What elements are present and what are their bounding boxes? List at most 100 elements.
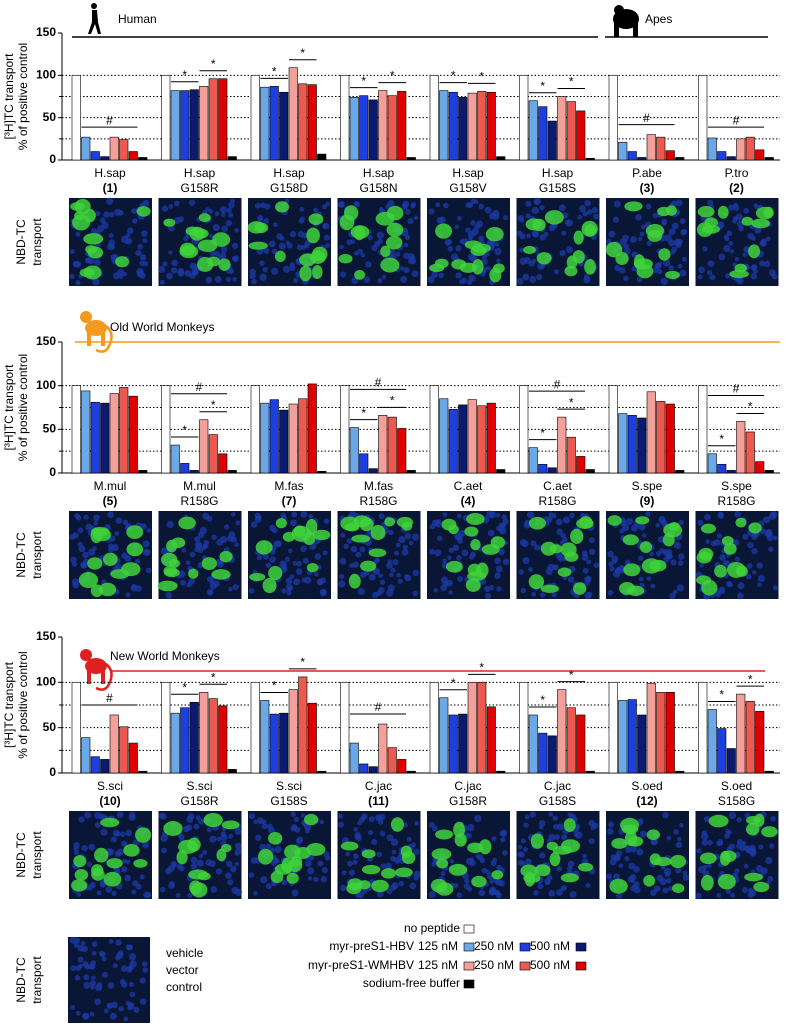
nucleus [581, 550, 588, 557]
microscopy-image [605, 198, 689, 286]
microscopy-image [69, 197, 152, 286]
bar [109, 714, 119, 774]
nucleus [436, 519, 441, 524]
cell [168, 559, 180, 568]
cell [451, 259, 467, 270]
nucleus [548, 833, 556, 841]
cell [299, 265, 312, 282]
nucleus [719, 554, 726, 561]
cell [647, 229, 663, 242]
nucleus [142, 967, 149, 973]
cell [359, 517, 374, 532]
x-tick-sublabel: (9) [640, 494, 655, 508]
nucleus [403, 242, 409, 248]
nucleus [727, 582, 733, 588]
nucleus [78, 964, 83, 969]
nucleus [354, 201, 360, 208]
bar [227, 156, 237, 161]
nucleus [614, 264, 621, 272]
significance-label: # [733, 382, 740, 396]
nucleus [215, 558, 223, 566]
nucleus [259, 273, 267, 281]
nucleus [723, 234, 729, 240]
nucleus [756, 562, 763, 569]
cell [491, 870, 504, 880]
cell [268, 832, 283, 845]
cell [465, 578, 481, 592]
bar [726, 156, 736, 161]
nucleus [521, 540, 529, 548]
nucleus [702, 246, 708, 252]
nucleus [285, 577, 293, 585]
nucleus [186, 824, 193, 831]
bar [298, 676, 308, 774]
nucleus [349, 510, 357, 518]
nucleus [249, 272, 256, 280]
nucleus [743, 845, 749, 851]
bar [585, 158, 595, 161]
nucleus [518, 569, 525, 575]
panel-title: New World Monkeys [110, 649, 220, 663]
microscopy-image [695, 510, 779, 600]
nucleus [146, 528, 152, 533]
nucleus [228, 833, 234, 839]
nucleus [704, 513, 711, 521]
bar [100, 156, 110, 161]
nucleus [725, 828, 730, 834]
nucleus [381, 274, 387, 280]
x-tick-label: H.sap [452, 166, 484, 180]
cell [73, 855, 87, 868]
bar [467, 682, 477, 774]
nucleus [403, 266, 410, 274]
nucleus [134, 558, 141, 564]
nucleus [216, 538, 224, 546]
nucleus [341, 870, 347, 876]
nucleus [561, 834, 568, 841]
bar [71, 75, 81, 161]
nucleus [538, 820, 546, 827]
bar [208, 698, 218, 774]
cell [401, 521, 413, 531]
nucleus [758, 844, 764, 850]
nucleus [290, 231, 297, 238]
cell [99, 582, 117, 597]
cell [385, 235, 403, 250]
nucleus [467, 824, 475, 832]
nucleus [91, 941, 98, 947]
nucleus [523, 846, 529, 852]
nucleus [413, 848, 420, 855]
nucleus [697, 274, 703, 280]
nucleus [122, 519, 129, 526]
nucleus [137, 244, 144, 250]
bar [227, 769, 237, 774]
cell [72, 214, 91, 231]
nucleus [582, 567, 589, 574]
nucleus [225, 276, 232, 283]
cell [563, 818, 576, 833]
cell [381, 868, 397, 879]
nucleus [638, 576, 644, 582]
nucleus [212, 224, 220, 232]
nucleus [339, 244, 344, 250]
x-tick-sublabel: G158R [180, 794, 218, 808]
nucleus [160, 834, 168, 842]
nucleus [523, 822, 529, 828]
nucleus [641, 533, 647, 538]
nucleus [593, 562, 600, 569]
nucleus [70, 556, 77, 564]
nucleus [357, 587, 365, 596]
cell [564, 265, 578, 277]
nucleus [123, 1016, 129, 1022]
icon-part [87, 670, 91, 684]
nucleus [139, 874, 145, 880]
x-tick-label: S.sci [276, 779, 302, 793]
legend-swatch [575, 942, 587, 952]
nucleus [183, 236, 189, 242]
nucleus [74, 937, 81, 943]
nucleus [621, 523, 630, 532]
cell [430, 878, 448, 893]
cell [696, 222, 713, 238]
cell [211, 569, 231, 580]
bar [717, 728, 727, 774]
nucleus [228, 587, 233, 592]
